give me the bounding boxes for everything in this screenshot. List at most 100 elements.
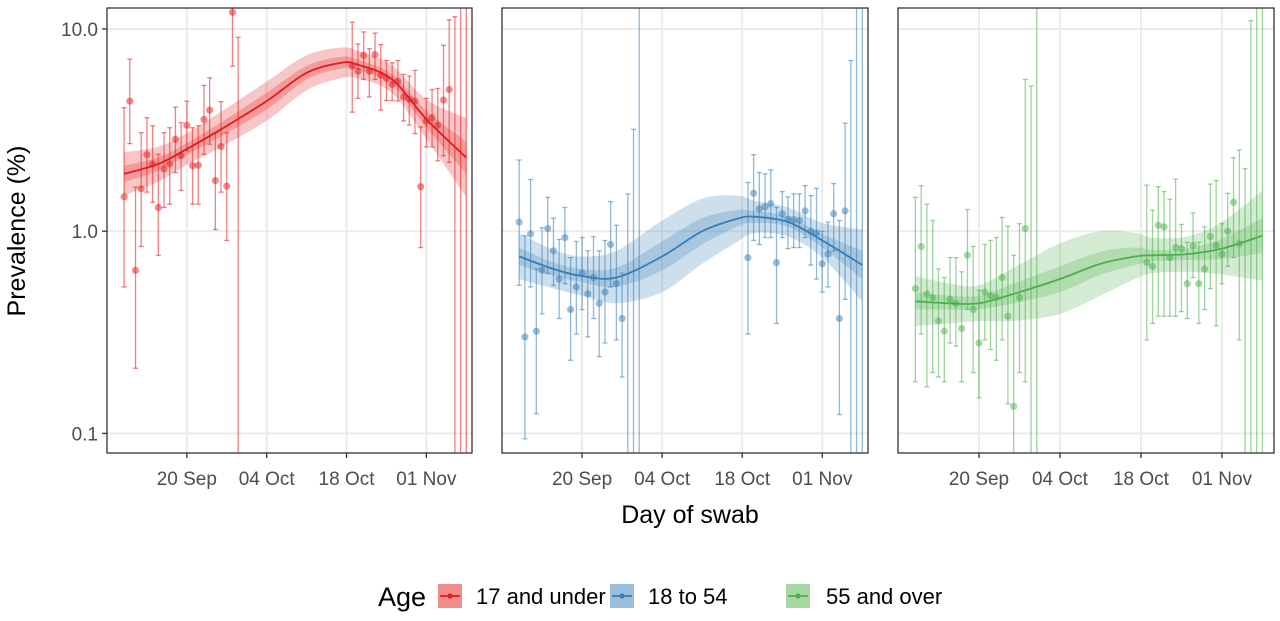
data-point <box>388 80 396 89</box>
y-tick-label: 10.0 <box>61 20 98 41</box>
data-point <box>572 283 580 291</box>
panel-data <box>120 8 467 461</box>
error-bar <box>848 59 854 453</box>
data-point <box>923 290 931 298</box>
x-tick-label: 18 Oct <box>714 469 771 490</box>
data-point <box>1148 262 1157 270</box>
legend-point <box>795 593 801 599</box>
data-point <box>131 266 140 274</box>
data-point <box>1195 280 1203 288</box>
data-point <box>841 207 849 215</box>
error-bar <box>751 154 757 242</box>
error-bar <box>465 8 467 453</box>
data-point <box>761 203 769 211</box>
data-point <box>911 285 919 293</box>
data-point <box>612 280 620 288</box>
error-bar <box>1242 167 1248 453</box>
data-point <box>1010 402 1018 411</box>
error-bar <box>631 128 637 453</box>
data-point <box>354 67 362 75</box>
data-point <box>515 218 523 226</box>
error-bar <box>625 193 631 453</box>
error-bar <box>861 8 863 453</box>
data-point <box>137 185 145 193</box>
data-point <box>812 229 821 237</box>
error-bar <box>1255 8 1258 453</box>
data-point <box>211 176 219 185</box>
data-point <box>624 454 631 461</box>
data-point <box>795 216 803 225</box>
error-bar <box>964 208 970 311</box>
data-point <box>744 254 752 262</box>
data-point <box>235 454 242 461</box>
data-point <box>439 96 448 104</box>
data-point <box>607 240 615 249</box>
panel-border <box>106 7 473 454</box>
legend-label: 17 and under <box>476 584 606 609</box>
data-point <box>1154 221 1162 229</box>
data-point <box>1015 293 1024 302</box>
ci50-band <box>915 218 1263 310</box>
fit-line <box>915 234 1263 305</box>
legend-point <box>447 593 453 599</box>
data-point <box>160 165 168 173</box>
data-point <box>555 275 563 283</box>
y-axis-title: Prevalence (%) <box>3 146 31 317</box>
error-bar <box>1011 254 1017 453</box>
data-point <box>1206 233 1214 241</box>
data-point <box>1033 454 1040 461</box>
data-point <box>171 135 180 143</box>
error-bar <box>229 8 235 67</box>
data-point <box>1189 241 1197 250</box>
data-point <box>859 454 866 461</box>
error-bar <box>133 186 139 369</box>
data-point <box>601 288 609 296</box>
error-bar <box>1028 85 1034 453</box>
x-tick-label: 04 Oct <box>239 469 296 490</box>
panel-data <box>515 8 866 461</box>
x-tick-label: 18 Oct <box>319 469 376 490</box>
data-point <box>526 230 535 238</box>
x-tick-label: 01 Nov <box>1192 469 1253 490</box>
fit-line <box>123 61 467 175</box>
facet-panel-3: 20 Sep 04 Oct 18 Oct 01 Nov <box>897 7 1275 490</box>
data-point <box>544 225 552 233</box>
data-point <box>143 151 151 159</box>
data-point <box>847 454 854 461</box>
data-point <box>457 454 464 461</box>
data-point <box>584 290 592 298</box>
x-tick-label: 01 Nov <box>792 469 853 490</box>
data-point <box>183 121 191 129</box>
facet-panels: 20 Sep 04 Oct 18 Oct 01 Nov 20 Sep 04 Oct 18 O… <box>106 7 1275 490</box>
error-bar <box>1178 223 1184 313</box>
error-bar <box>533 268 539 415</box>
data-point <box>1021 225 1029 233</box>
data-point <box>445 85 453 94</box>
data-point <box>360 51 368 59</box>
ci50-band <box>519 209 863 288</box>
data-point <box>1200 265 1209 273</box>
data-point <box>1183 280 1191 288</box>
x-tick-label: 04 Oct <box>634 469 691 490</box>
data-point <box>963 251 972 259</box>
data-point <box>521 333 529 341</box>
data-point <box>1143 258 1151 267</box>
x-tick-label: 20 Sep <box>552 469 612 490</box>
data-point <box>946 295 954 303</box>
fit-line <box>518 215 863 280</box>
panel-border <box>501 7 869 454</box>
data-point <box>818 260 826 268</box>
data-point <box>1212 241 1220 250</box>
data-point <box>223 182 231 190</box>
data-point <box>417 183 425 191</box>
data-point <box>154 203 162 212</box>
error-bar <box>562 206 568 285</box>
data-point <box>1004 312 1012 320</box>
data-point <box>1172 243 1180 252</box>
error-bar <box>638 8 640 453</box>
data-point <box>934 317 943 325</box>
error-bar <box>459 8 462 453</box>
legend-label: 18 to 54 <box>648 584 728 609</box>
error-bar <box>452 16 458 453</box>
